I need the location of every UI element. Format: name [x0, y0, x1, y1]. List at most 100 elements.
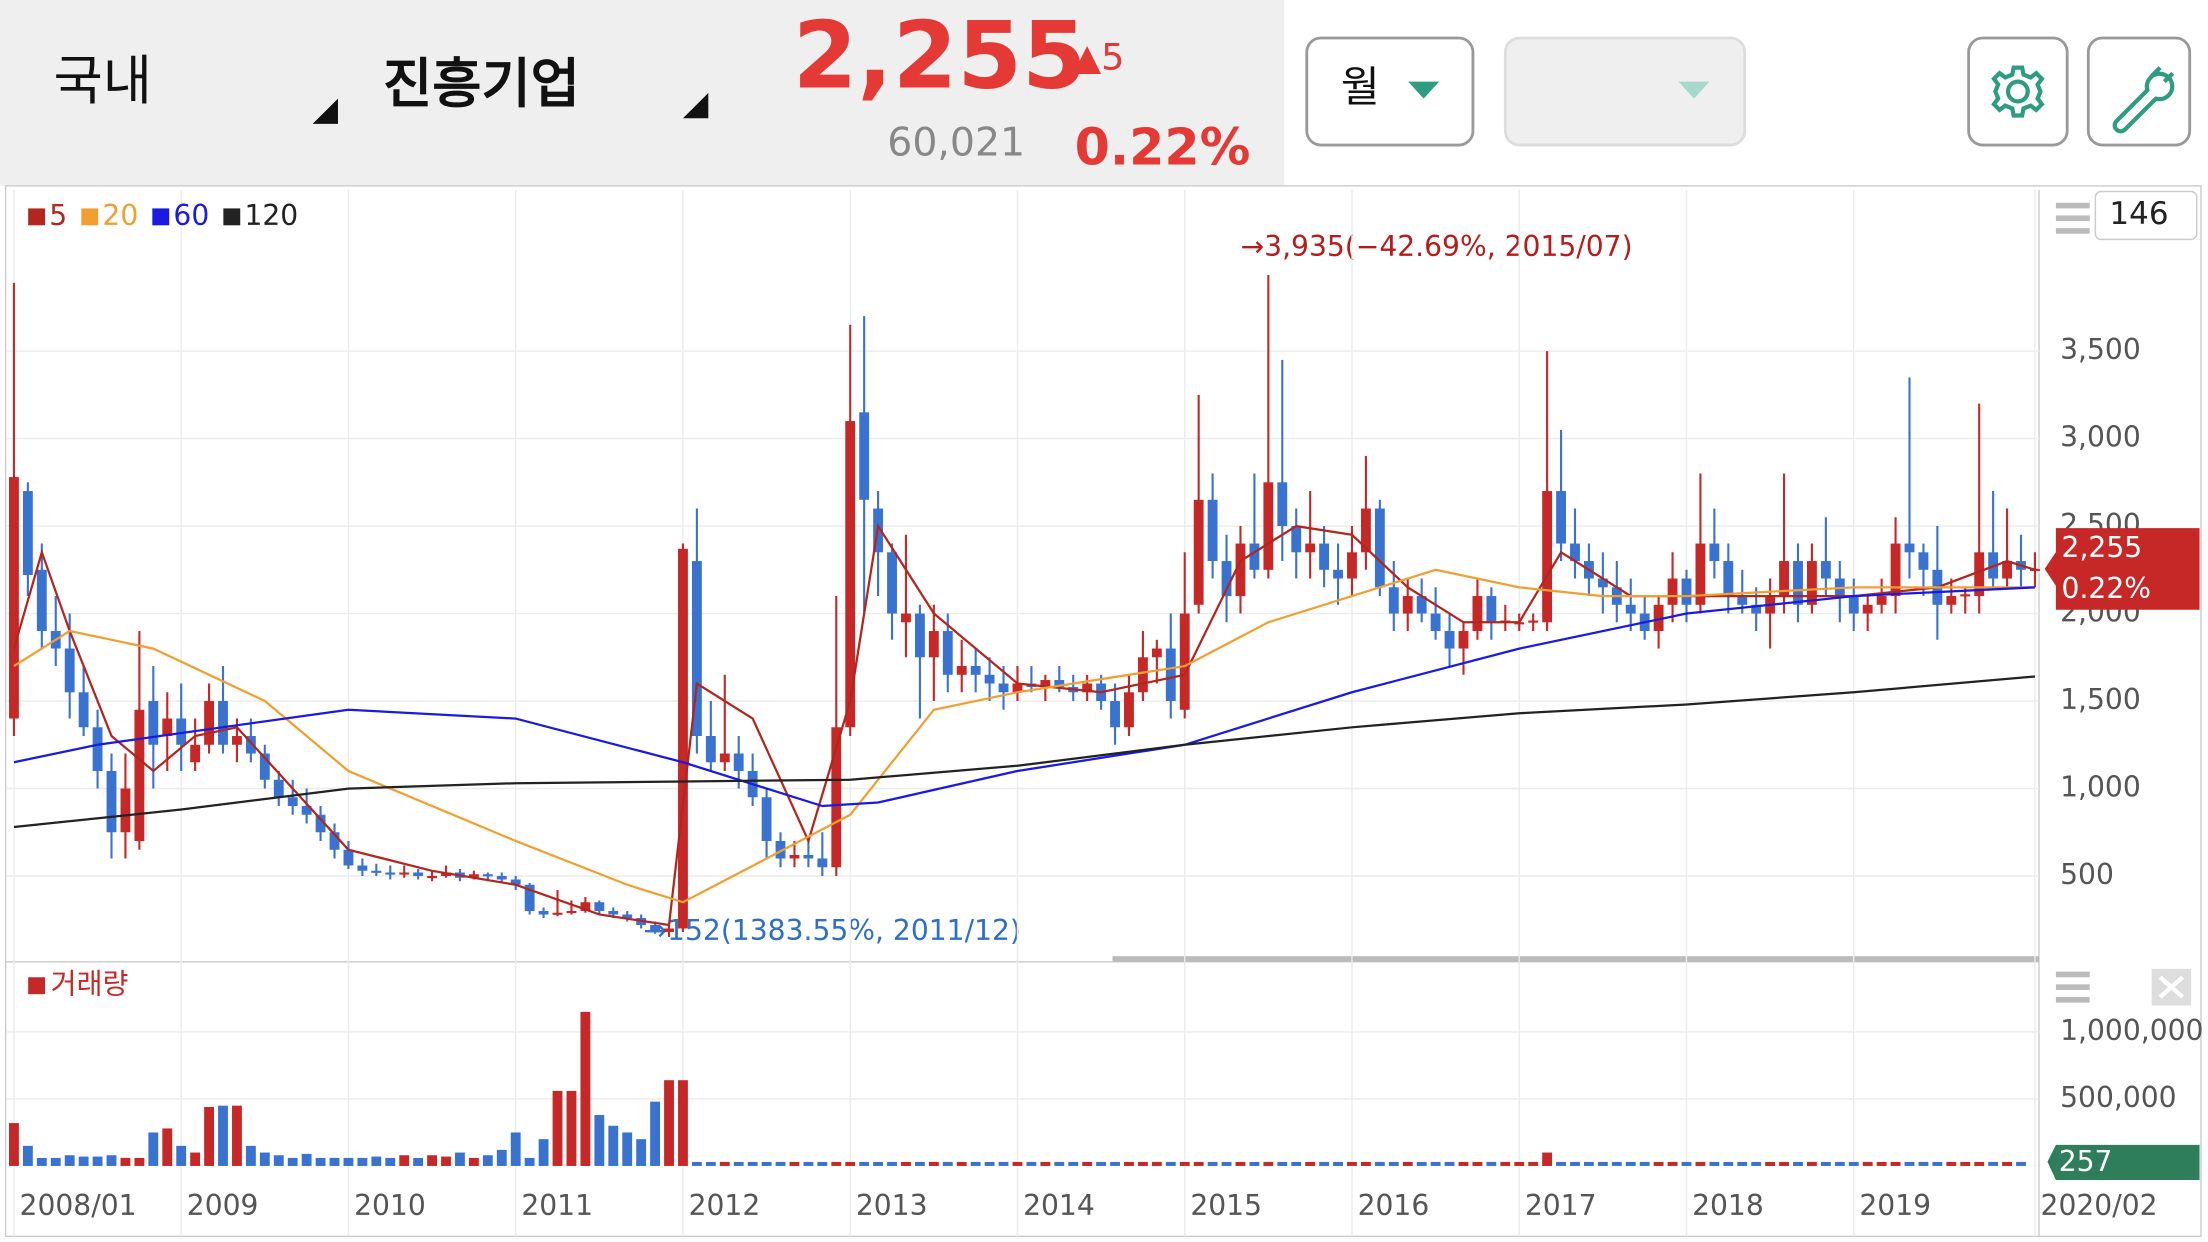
volume-bar	[1082, 1161, 1093, 1166]
volume-bar	[1305, 1161, 1316, 1166]
candle-body	[1207, 499, 1218, 562]
volume-bar	[524, 1157, 535, 1166]
moving-average-line	[13, 586, 2035, 808]
header-bar	[0, 0, 1285, 186]
count-box[interactable]	[2094, 190, 2198, 241]
candle-body	[1193, 499, 1204, 605]
candle-body	[357, 865, 368, 871]
moving-average-line	[13, 675, 2036, 829]
legend-swatch	[81, 208, 99, 226]
stock-dropdown-arrow[interactable]	[682, 92, 709, 119]
volume-bar	[845, 1161, 856, 1166]
volume-bar	[357, 1157, 368, 1166]
y-tick-label: 3,500	[2060, 333, 2141, 366]
candle-body	[385, 872, 396, 875]
volume-bar	[455, 1152, 465, 1166]
price-menu-icon[interactable]	[2055, 202, 2090, 234]
volume-legend: 거래량	[51, 968, 129, 1001]
volume-bar	[691, 1161, 702, 1166]
candle-body	[1305, 543, 1316, 553]
volume-bar	[1583, 1161, 1594, 1166]
period-button[interactable]	[1305, 36, 1475, 147]
candle-count: 146	[2109, 196, 2168, 232]
candle-body	[176, 718, 187, 745]
x-tick-label: 2016	[1358, 1189, 1430, 1222]
volume-bar	[1904, 1161, 1915, 1166]
wrench-icon[interactable]	[2112, 66, 2175, 134]
volume-bar	[928, 1161, 939, 1166]
volume-bar	[1570, 1161, 1580, 1166]
candle-body	[580, 902, 591, 911]
volume-bar	[482, 1155, 493, 1166]
volume-bar	[1709, 1161, 1720, 1166]
volume-legend-swatch	[28, 977, 46, 995]
y-tick-label: 1,500	[2060, 683, 2141, 716]
volume-bar	[859, 1161, 870, 1166]
volume-bar	[733, 1161, 744, 1166]
candle-body	[984, 674, 995, 684]
candle-body	[1528, 620, 1539, 623]
volume-tick-label: 500,000	[2060, 1081, 2176, 1114]
candle-body	[942, 631, 953, 675]
x-tick-label: 2017	[1525, 1189, 1597, 1222]
volume-bar	[622, 1132, 633, 1166]
volume-bar	[873, 1161, 884, 1166]
candle-body	[1709, 543, 1720, 562]
volume-bar	[914, 1161, 925, 1166]
option-dropdown[interactable]	[1503, 36, 1747, 147]
candle-body	[273, 779, 284, 798]
stock-name[interactable]: 진흥기업	[383, 52, 580, 115]
x-tick-label: 2008/01	[20, 1189, 137, 1222]
volume-bar	[1793, 1161, 1803, 1166]
candle-body	[1667, 578, 1678, 605]
x-tick-label: 2020/02	[2041, 1189, 2158, 1222]
period-label[interactable]: 월	[1341, 63, 1380, 112]
candle-body	[1960, 594, 1971, 597]
settings-button[interactable]	[1967, 36, 2069, 147]
volume-bar	[1611, 1161, 1622, 1166]
volume-bar	[1946, 1161, 1957, 1166]
candle-body	[1416, 596, 1427, 614]
volume-bar	[134, 1157, 145, 1166]
volume-bar	[1472, 1161, 1483, 1166]
volume-menu-icon[interactable]	[2055, 971, 2090, 1003]
volume-bar	[232, 1105, 242, 1166]
option-arrow[interactable]	[1678, 81, 1710, 99]
volume-bar	[64, 1155, 75, 1166]
volume-bar	[468, 1157, 479, 1166]
volume-close[interactable]	[2151, 968, 2192, 1006]
volume-bar	[566, 1090, 577, 1166]
volume-bar	[78, 1156, 89, 1166]
volume-bar	[22, 1145, 33, 1166]
market-dropdown-arrow[interactable]	[312, 98, 338, 124]
volume-bar	[1137, 1161, 1148, 1166]
volume-bar	[50, 1157, 61, 1166]
volume-bar	[747, 1161, 758, 1166]
volume-bar	[956, 1161, 967, 1166]
candle-body	[1430, 613, 1441, 632]
volume-bar	[1486, 1161, 1497, 1166]
candle-body	[36, 569, 47, 632]
volume-bar	[441, 1156, 451, 1166]
candle-body	[1221, 561, 1232, 597]
candle-body	[482, 874, 493, 877]
volume-bar	[1207, 1161, 1218, 1166]
last-volume-tag	[2047, 1144, 2200, 1181]
candle-body	[789, 854, 800, 859]
gear-icon[interactable]	[1991, 65, 2045, 118]
candle-body	[329, 832, 340, 850]
candle-body	[1360, 508, 1371, 553]
candle-body	[1347, 552, 1357, 579]
candle-body	[287, 797, 298, 807]
period-arrow[interactable]	[1408, 81, 1440, 99]
market-select[interactable]: 국내	[54, 49, 152, 112]
volume-bar	[1040, 1161, 1051, 1166]
candle-body	[970, 666, 981, 675]
volume-bar	[1667, 1161, 1678, 1166]
tools-button[interactable]	[2086, 36, 2192, 147]
candle-body	[1597, 578, 1608, 588]
candle-body	[1695, 543, 1706, 605]
y-tick-label: 3,000	[2060, 421, 2141, 454]
volume-bar	[162, 1128, 173, 1166]
candles	[9, 274, 2040, 937]
